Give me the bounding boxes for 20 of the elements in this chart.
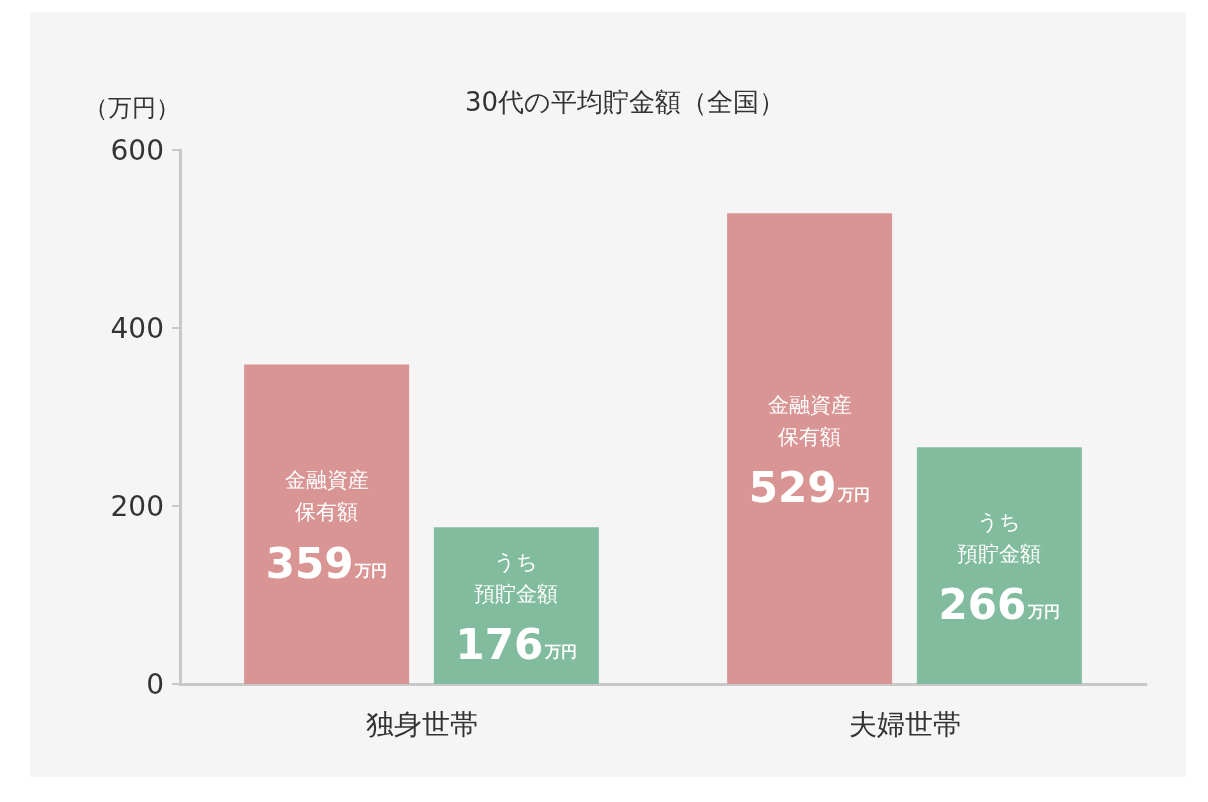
series-label: うち預貯金額 xyxy=(474,549,559,606)
bar xyxy=(916,447,1082,684)
text: 金融資産保有額 xyxy=(767,392,852,449)
x-tick-label: 独身世帯 xyxy=(365,707,478,741)
series-label: 金融資産保有額 xyxy=(284,468,369,525)
chart-title: 30代の平均貯金額（全国） xyxy=(465,87,786,117)
data-label: 266万円 xyxy=(938,580,1061,630)
bar xyxy=(727,213,893,684)
data-label: 176万円 xyxy=(455,620,578,670)
y-tick-label: 0 xyxy=(146,667,164,701)
bar xyxy=(244,364,410,684)
data-label: 529万円 xyxy=(748,463,871,513)
data-label: 359万円 xyxy=(265,538,388,588)
text: うち預貯金額 xyxy=(957,509,1042,566)
bar xyxy=(433,527,599,684)
y-axis-title: （万円） xyxy=(84,94,180,122)
y-tick-label: 400 xyxy=(110,311,164,345)
y-tick-label: 600 xyxy=(110,133,164,167)
x-tick-label: 夫婦世帯 xyxy=(848,707,961,741)
y-tick-label: 200 xyxy=(110,489,164,523)
